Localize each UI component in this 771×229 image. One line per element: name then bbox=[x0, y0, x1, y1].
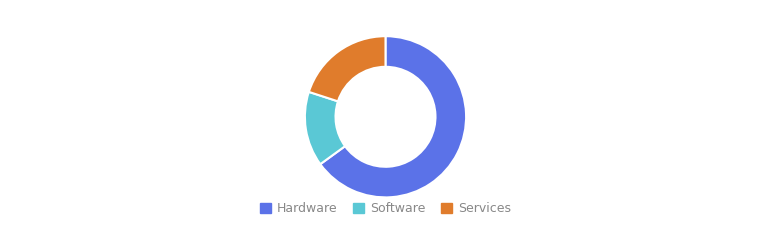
Wedge shape bbox=[320, 36, 466, 197]
Legend: Hardware, Software, Services: Hardware, Software, Services bbox=[254, 197, 517, 221]
Wedge shape bbox=[309, 36, 386, 101]
Wedge shape bbox=[305, 92, 345, 164]
